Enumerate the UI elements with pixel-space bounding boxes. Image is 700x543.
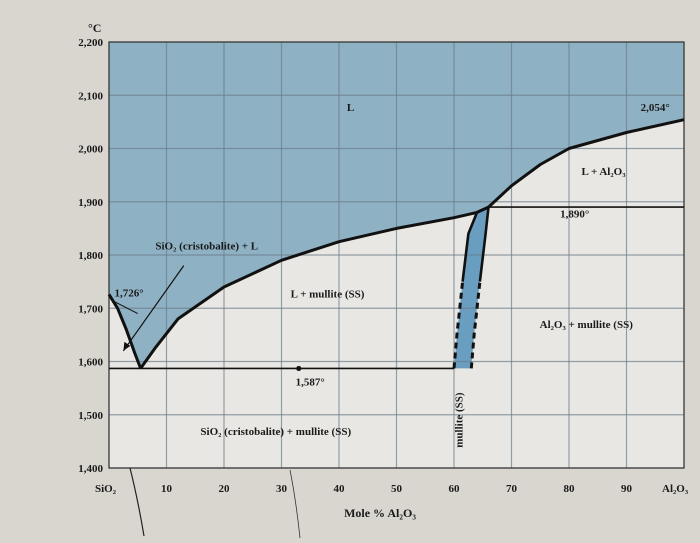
hand-drawn-pen-mark: [289, 469, 301, 539]
region-label: SiO₂ (cristobalite) + L: [155, 241, 258, 253]
x-tick-label: 30: [276, 483, 288, 495]
mullite-boundary-solid: [461, 205, 490, 282]
eutectic-point-marker: [296, 365, 302, 372]
x-axis-ticks: SiO₂ 10 20 30 40 50 60 70 80 90 Al₂O₃: [95, 483, 689, 495]
liquidus-curve: [139, 205, 490, 370]
region-label: 1,587°: [296, 376, 325, 388]
mullite-boundary-dashed: [469, 281, 482, 369]
plot-frame: [108, 41, 685, 469]
region-label: SiO₂ (cristobalite) + mullite (SS): [200, 426, 351, 438]
region-label: L: [347, 102, 354, 114]
x-tick-label: 70: [506, 483, 518, 495]
y-tick-label: 2,200: [78, 37, 103, 49]
y-tick-label: 1,400: [78, 463, 103, 475]
y-tick-label: 2,000: [78, 144, 103, 156]
region-label: 1,726°: [115, 288, 144, 300]
x-tick-label: 90: [621, 483, 633, 495]
y-tick-label: 1,700: [78, 303, 103, 315]
x-tick-label: 80: [564, 483, 576, 495]
y-tick-label: 2,100: [78, 90, 103, 102]
x-tick-label: 60: [449, 483, 461, 495]
region-labels: L 2,054° L + Al₂O₃ 1,890° SiO₂ (cristobalite…: [115, 102, 670, 448]
phase-boundaries: [107, 118, 685, 372]
label-leader-line: [114, 301, 138, 315]
x-tick-label: 40: [334, 483, 346, 495]
mullite-boundary-solid: [478, 206, 490, 282]
region-label: L + Al₂O₃: [581, 166, 626, 178]
y-tick-label: 1,900: [78, 197, 103, 209]
label-leader-arrowhead: [123, 341, 131, 351]
region-label: L + mullite (SS): [291, 289, 365, 301]
y-tick-label: 1,500: [78, 410, 103, 422]
x-tick-label: 50: [391, 483, 403, 495]
x-tick-label: SiO₂: [95, 483, 117, 495]
y-axis-ticks: 1,400 1,500 1,600 1,700 1,800 1,900 2,000 2,100…: [78, 37, 103, 475]
label-leader-line: [122, 265, 185, 352]
hand-drawn-pen-mark: [129, 467, 145, 537]
mullite-boundary-dashed: [452, 281, 465, 369]
gridlines: [108, 41, 685, 469]
x-tick-label: Al₂O₃: [662, 483, 689, 495]
x-axis-label: Mole % Al₂O₃: [344, 506, 416, 520]
y-axis-label: °C: [88, 21, 101, 35]
liquidus-curve: [107, 293, 143, 369]
liquidus-curve: [487, 118, 685, 209]
region-label: Al₂O₃ + mullite (SS): [540, 319, 634, 331]
region-label: mullite (SS): [454, 392, 466, 448]
region-label: 1,890°: [560, 209, 589, 221]
y-tick-label: 1,600: [78, 357, 103, 369]
x-tick-label: 10: [161, 483, 173, 495]
x-tick-label: 20: [219, 483, 231, 495]
region-label: 2,054°: [641, 102, 670, 114]
y-tick-label: 1,800: [78, 250, 103, 262]
mullite-ss-band: [454, 207, 489, 369]
